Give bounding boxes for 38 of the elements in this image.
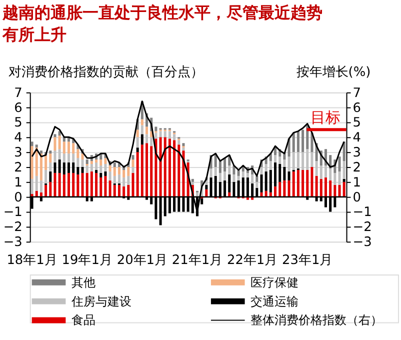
y-tick-label: 4 xyxy=(14,130,22,146)
legend-label: 其他 xyxy=(72,275,96,290)
y-tick-label: 2 xyxy=(14,160,22,176)
y2-tick-label: 0 xyxy=(352,190,361,206)
y-tick-label: −1 xyxy=(3,205,22,220)
y2-axis-title: 按年增长(%) xyxy=(296,64,371,80)
y2-tick-label: −1 xyxy=(352,205,372,220)
y2-tick-label: 6 xyxy=(352,100,361,116)
legend-label: 交通运输 xyxy=(250,294,299,308)
ref-line-label: 目标 xyxy=(310,108,341,127)
legend-label: 医疗保健 xyxy=(250,275,299,290)
legend-label: 整体消费价格指数（右） xyxy=(250,313,383,328)
y-tick-label: −3 xyxy=(3,235,22,250)
y2-tick-label: 5 xyxy=(352,116,361,131)
legend-label: 食品 xyxy=(72,313,96,328)
y2-tick-label: −2 xyxy=(352,220,372,236)
y2-tick-label: 3 xyxy=(352,146,361,161)
y2-tick-label: 4 xyxy=(352,130,361,146)
legend-label: 住房与建设 xyxy=(70,294,132,308)
y-tick-label: 1 xyxy=(14,175,22,190)
x-tick-label: 23年1月 xyxy=(282,253,333,268)
x-tick-label: 21年1月 xyxy=(172,253,223,268)
x-tick-label: 22年1月 xyxy=(226,253,278,268)
y-tick-label: 0 xyxy=(14,190,22,206)
y-tick-label: 3 xyxy=(14,146,22,161)
chart-title: 越南的通胀一直处于良性水平，尽管最近趋势有所上升 xyxy=(1,3,322,44)
y2-tick-label: 1 xyxy=(352,175,361,190)
y2-tick-label: 7 xyxy=(352,86,361,101)
y-axis-title: 对消费价格指数的贡献（百分点） xyxy=(8,64,204,80)
y-tick-label: 6 xyxy=(14,100,22,116)
y-tick-label: −2 xyxy=(3,220,22,236)
x-tick-label: 19年1月 xyxy=(62,253,112,268)
y2-tick-label: 2 xyxy=(352,160,361,176)
y-tick-label: 7 xyxy=(14,86,22,101)
x-tick-label: 20年1月 xyxy=(116,253,168,268)
y-tick-label: 5 xyxy=(14,116,22,131)
y2-tick-label: −3 xyxy=(352,235,372,250)
x-tick-label: 18年1月 xyxy=(6,253,58,268)
